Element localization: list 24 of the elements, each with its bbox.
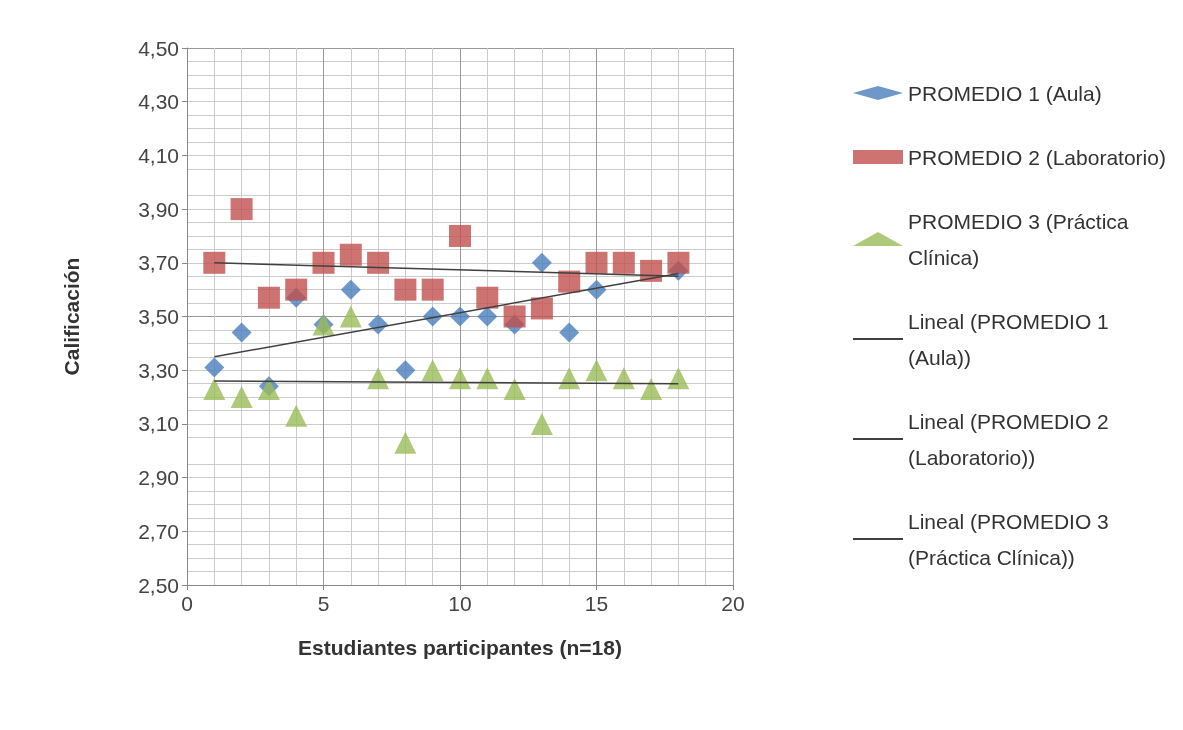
x-tick-label: 20	[721, 592, 745, 615]
x-tick-label: 10	[448, 592, 472, 615]
y-tick-label: 3,90	[138, 197, 179, 221]
y-tick-label: 3,10	[138, 412, 179, 436]
y-tick-label: 3,30	[138, 358, 179, 382]
y-tick-label: 2,70	[138, 519, 179, 543]
y-axis-title: Calificación	[60, 257, 83, 376]
legend-label: PROMEDIO 2 (Laboratorio)	[908, 145, 1166, 169]
y-tick-label: 4,30	[138, 90, 179, 114]
y-tick-label: 4,50	[138, 36, 179, 60]
y-tick-label: 3,70	[138, 251, 179, 275]
legend-label: Lineal (PROMEDIO 1 (Aula))	[908, 309, 1115, 369]
x-tick-label: 0	[181, 592, 193, 615]
x-axis-title: Estudiantes participantes (n=18)	[298, 636, 622, 659]
y-tick-label: 2,90	[138, 466, 179, 490]
y-tick-label: 2,50	[138, 573, 179, 597]
legend-label: PROMEDIO 1 (Aula)	[908, 81, 1102, 105]
legend-label: Lineal (PROMEDIO 3 (Práctica Clínica))	[908, 509, 1115, 569]
x-tick-label: 15	[584, 592, 609, 615]
x-tick-label: 5	[317, 592, 330, 615]
legend-label: Lineal (PROMEDIO 2 (Laboratorio))	[908, 409, 1115, 469]
y-tick-label: 3,50	[138, 305, 179, 328]
legend-label: PROMEDIO 3 (Práctica Clínica)	[908, 209, 1135, 269]
y-tick-label: 4,10	[138, 143, 179, 167]
